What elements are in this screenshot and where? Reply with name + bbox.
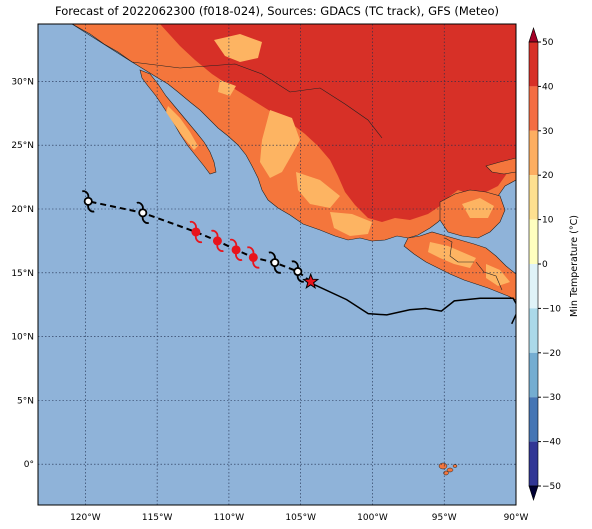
tropical-storm-icon: [247, 246, 260, 269]
tropical-storm-icon: [81, 190, 95, 213]
lon-tick-label: 105°W: [285, 513, 316, 523]
colorbar-tick-label: −10: [542, 304, 561, 314]
colorbar-segment: [529, 308, 538, 353]
tropical-storm-icon: [189, 220, 203, 244]
colorbar-tick-label: −30: [542, 393, 561, 403]
current-position-star-icon: [302, 272, 320, 290]
lon-tick-label: 120°W: [70, 513, 101, 523]
map-title: Forecast of 2022062300 (f018-024), Sourc…: [55, 4, 499, 18]
colorbar-tick-label: 30: [542, 127, 554, 137]
latitude-labels: 0° 5°N 10°N 15°N 20°N 25°N 30°N: [11, 77, 34, 470]
lon-tick-label: 115°W: [142, 513, 173, 523]
colorbar-segment: [529, 130, 538, 176]
tropical-storm-icon: [136, 201, 150, 224]
colorbar: [528, 27, 539, 501]
lat-tick-label: 20°N: [11, 205, 34, 215]
land-mexico: [71, 24, 516, 242]
tropical-storm-icon: [229, 238, 243, 261]
map-frame: [37, 23, 517, 506]
colorbar-segment: [529, 175, 538, 220]
colorbar-segment: [529, 86, 538, 131]
lat-tick-label: 10°N: [11, 333, 34, 343]
lat-tick-label: 15°N: [11, 269, 34, 279]
colorbar-tick-label: 0: [542, 260, 548, 270]
colorbar-tick-label: −40: [542, 438, 561, 448]
lat-tick-label: 0°: [24, 460, 34, 470]
lat-tick-label: 25°N: [11, 141, 34, 151]
colorbar-tick-labels: 50 40 30 20 10 0 −10 −20 −30 −40 −50: [538, 38, 561, 492]
land-cuba: [485, 157, 516, 175]
tropical-storm-icon: [291, 260, 305, 283]
country-borders: [71, 24, 503, 291]
tropical-storm-icon: [211, 229, 224, 252]
forecast-storm-symbols: [81, 190, 305, 283]
longitude-labels: 120°W 115°W 110°W 105°W 100°W 95°W 90°W: [70, 513, 528, 523]
colorbar-label: Min Temperature (°C): [569, 215, 580, 317]
colorbar-tick-label: −50: [542, 482, 561, 492]
colorbar-segment: [529, 42, 538, 87]
lat-tick-label: 30°N: [11, 77, 34, 87]
lat-tick-label: 5°N: [17, 396, 34, 406]
colorbar-tick-label: 20: [542, 171, 554, 181]
colorbar-max-arrow: [528, 27, 539, 43]
colorbar-tick-label: 50: [542, 38, 554, 48]
tropical-storm-icon: [268, 251, 282, 274]
colorbar-tick-label: 40: [542, 82, 554, 92]
colorbar-tick-label: 10: [542, 216, 554, 226]
colorbar-segment: [529, 352, 538, 398]
land-galapagos: [438, 462, 458, 476]
past-storm-track: [307, 281, 516, 325]
lon-tick-label: 95°W: [432, 513, 457, 523]
colorbar-tick-label: −20: [542, 349, 561, 359]
lon-tick-label: 90°W: [504, 513, 529, 523]
colorbar-segment: [529, 219, 538, 264]
colorbar-segment: [529, 397, 538, 442]
colorbar-min-arrow: [528, 485, 539, 501]
lon-tick-label: 110°W: [214, 513, 245, 523]
colorbar-segment: [529, 441, 538, 486]
colorbar-segment: [529, 264, 538, 309]
lon-tick-label: 100°W: [357, 513, 388, 523]
